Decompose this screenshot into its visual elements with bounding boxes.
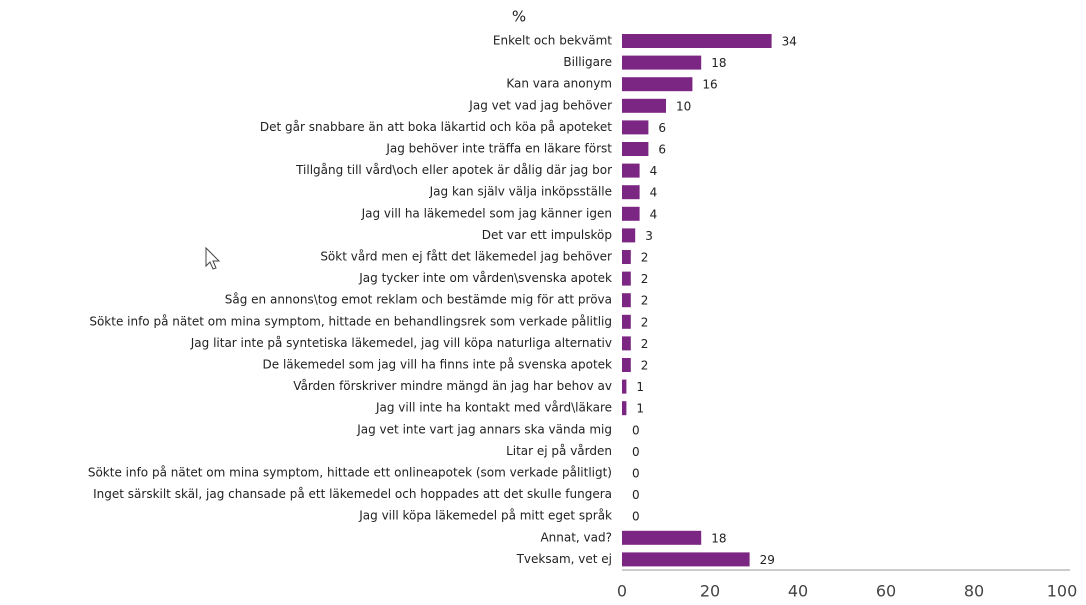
y-tick-label: Tillgång till vård\och eller apotek är d… bbox=[295, 163, 612, 177]
value-label: 29 bbox=[760, 553, 775, 567]
y-tick-label: Jag kan själv välja inköpsställe bbox=[429, 185, 612, 199]
bar bbox=[622, 142, 649, 156]
y-tick-label: Jag vill köpa läkemedel på mitt eget spr… bbox=[358, 509, 612, 523]
x-tick-label: 40 bbox=[788, 582, 808, 601]
value-label: 0 bbox=[632, 423, 640, 437]
x-tick-label: 60 bbox=[876, 582, 896, 601]
bar bbox=[622, 206, 640, 221]
bar bbox=[622, 34, 772, 48]
bar bbox=[622, 98, 666, 113]
bar bbox=[622, 163, 640, 178]
bar bbox=[622, 336, 631, 351]
bar bbox=[622, 401, 627, 416]
y-tick-label: Jag tycker inte om vården\svenska apotek bbox=[358, 271, 612, 285]
x-tick-label: 100 bbox=[1047, 582, 1078, 601]
bar bbox=[622, 77, 693, 92]
value-label: 2 bbox=[641, 315, 649, 329]
bar bbox=[622, 552, 750, 567]
value-label: 0 bbox=[632, 445, 640, 459]
x-tick-label: 80 bbox=[964, 582, 984, 601]
bar bbox=[622, 55, 702, 70]
value-label: 34 bbox=[782, 35, 797, 49]
value-label: 2 bbox=[641, 359, 649, 373]
value-label: 2 bbox=[641, 251, 649, 265]
y-tick-label: Vården förskriver mindre mängd än jag ha… bbox=[293, 379, 612, 393]
bar bbox=[622, 185, 640, 200]
y-tick-label: Tveksam, vet ej bbox=[516, 552, 612, 566]
y-tick-label: Jag vill ha läkemedel som jag känner ige… bbox=[361, 206, 612, 220]
y-tick-label: Annat, vad? bbox=[540, 530, 612, 544]
value-label: 18 bbox=[711, 531, 726, 545]
y-tick-label: Billigare bbox=[563, 55, 612, 69]
bar bbox=[622, 271, 631, 286]
y-tick-label: Jag vet inte vart jag annars ska vända m… bbox=[356, 422, 612, 436]
y-tick-label: Jag vill inte ha kontakt med vård\läkare bbox=[375, 401, 612, 415]
bar bbox=[622, 314, 631, 329]
value-label: 3 bbox=[645, 229, 653, 243]
value-label: 0 bbox=[632, 488, 640, 502]
bar bbox=[622, 120, 649, 135]
bar bbox=[622, 358, 631, 372]
x-tick-label: 20 bbox=[700, 582, 720, 601]
bar bbox=[622, 293, 631, 308]
value-label: 4 bbox=[650, 164, 658, 178]
bar bbox=[622, 250, 631, 264]
value-label: 16 bbox=[702, 78, 717, 92]
value-label: 2 bbox=[641, 294, 649, 308]
y-tick-label: Det var ett impulsköp bbox=[482, 228, 612, 242]
y-tick-label: Inget särskilt skäl, jag chansade på ett… bbox=[93, 487, 612, 501]
y-tick-label: Sökte info på nätet om mina symptom, hit… bbox=[89, 314, 612, 328]
value-label: 6 bbox=[658, 121, 666, 135]
value-label: 1 bbox=[636, 380, 644, 394]
bar bbox=[622, 530, 702, 545]
value-label: 18 bbox=[711, 56, 726, 70]
y-tick-label: Det går snabbare än att boka läkartid oc… bbox=[260, 120, 612, 134]
y-tick-label: Jag behöver inte träffa en läkare först bbox=[385, 142, 612, 156]
value-label: 4 bbox=[650, 186, 658, 200]
value-label: 2 bbox=[641, 272, 649, 286]
bar bbox=[622, 228, 636, 243]
value-label: 4 bbox=[650, 207, 658, 221]
value-label: 10 bbox=[676, 99, 691, 113]
y-tick-label: Enkelt och bekvämt bbox=[493, 34, 612, 48]
y-tick-label: Kan vara anonym bbox=[506, 77, 612, 91]
value-label: 2 bbox=[641, 337, 649, 351]
y-tick-label: Såg en annons\tog emot reklam och bestäm… bbox=[225, 293, 612, 307]
y-tick-label: Jag litar inte på syntetiska läkemedel, … bbox=[190, 336, 612, 350]
value-label: 1 bbox=[636, 402, 644, 416]
x-tick-label: 0 bbox=[617, 582, 627, 601]
cursor bbox=[205, 246, 221, 270]
value-label: 0 bbox=[632, 467, 640, 481]
y-tick-label: Litar ej på vården bbox=[506, 444, 612, 458]
value-label: 6 bbox=[658, 143, 666, 157]
bar bbox=[622, 379, 627, 394]
y-tick-label: Sökte info på nätet om mina symptom, hit… bbox=[88, 466, 612, 480]
y-tick-label: Jag vet vad jag behöver bbox=[468, 98, 612, 112]
value-label: 0 bbox=[632, 510, 640, 524]
y-tick-label: De läkemedel som jag vill ha finns inte … bbox=[263, 358, 613, 372]
chart-title: % bbox=[512, 8, 526, 26]
y-tick-label: Sökt vård men ej fått det läkemedel jag … bbox=[320, 250, 612, 264]
